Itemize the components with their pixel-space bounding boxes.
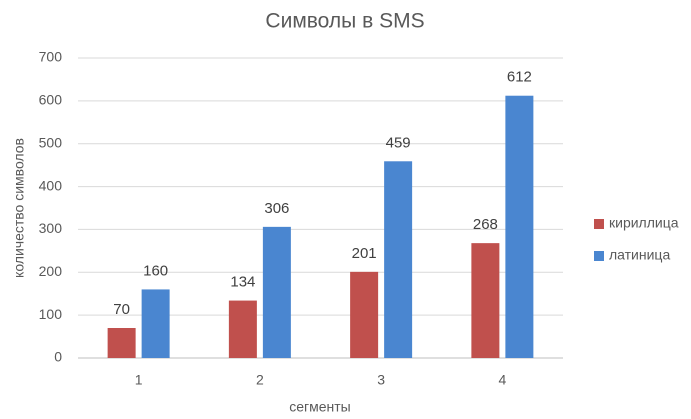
y-tick-label: 0 (54, 349, 62, 365)
data-label: 201 (352, 245, 377, 262)
y-tick-label: 300 (39, 220, 63, 236)
x-tick-label: 4 (498, 372, 506, 388)
x-axis-title: сегменты (289, 399, 351, 415)
legend-swatch (594, 251, 604, 261)
y-tick-label: 100 (39, 306, 63, 322)
y-tick-label: 600 (39, 92, 63, 108)
x-tick-label: 1 (135, 372, 143, 388)
data-label: 459 (386, 134, 411, 151)
bar (350, 271, 379, 358)
y-tick-label: 400 (39, 177, 63, 193)
bar (384, 161, 413, 358)
y-tick-label: 200 (39, 263, 63, 279)
legend-swatch (594, 219, 604, 229)
bar (141, 289, 170, 358)
bar (262, 226, 291, 358)
x-tick-label: 3 (377, 372, 385, 388)
x-tick-label: 2 (256, 372, 264, 388)
data-label: 268 (473, 216, 498, 233)
data-label: 612 (507, 69, 532, 86)
data-label: 134 (230, 274, 255, 291)
data-label: 70 (113, 301, 130, 318)
y-tick-label: 700 (39, 49, 63, 65)
legend-label: кириллица (609, 215, 679, 231)
chart-title: Символы в SMS (265, 10, 424, 33)
data-label: 306 (264, 200, 289, 217)
data-label: 160 (143, 262, 168, 279)
bar (228, 300, 257, 358)
y-tick-label: 500 (39, 134, 63, 150)
legend-label: латиница (609, 247, 670, 263)
y-axis-title: количество символов (11, 138, 27, 278)
bar (107, 328, 136, 358)
bar (505, 95, 534, 358)
bar (471, 243, 500, 358)
